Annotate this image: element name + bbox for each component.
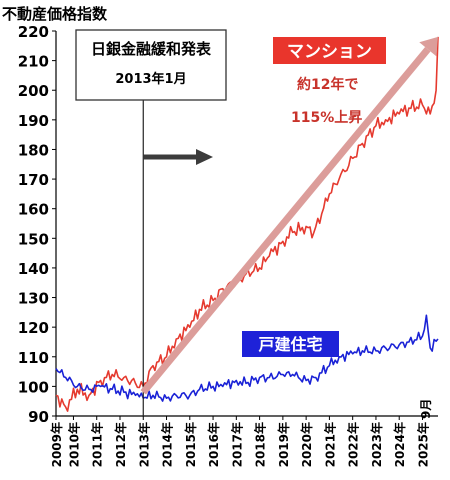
x-tick-label: 2015年	[183, 422, 198, 467]
x-tick-label: 2020年	[299, 422, 314, 467]
y-tick-label: 120	[18, 319, 49, 337]
y-tick-label: 100	[18, 378, 49, 396]
increase-text-line1: 約12年で	[297, 76, 358, 93]
y-tick-label: 140	[18, 260, 49, 278]
y-axis-title: 不動産価格指数	[2, 5, 108, 23]
series-line-house	[55, 314, 439, 402]
trend-arrow-shaft	[140, 47, 431, 395]
x-tick-label: 2010年	[66, 422, 81, 467]
y-tick-label: 200	[18, 82, 49, 100]
x-tick-label: 2019年	[276, 422, 291, 467]
x-tick-label: 2021年	[322, 422, 337, 467]
house-tag-bg	[242, 331, 339, 357]
x-tick-label: 2023年	[369, 422, 384, 467]
event-title: 日銀金融緩和発表	[91, 40, 212, 58]
x-tick-label: 2011年	[90, 422, 105, 467]
x-tick-label: 2018年	[253, 422, 268, 467]
y-tick-label: 180	[18, 141, 49, 159]
y-tick-label: 90	[28, 408, 49, 426]
mansion-tag: マンション	[287, 42, 372, 62]
x-tick-label: 2017年	[229, 422, 244, 467]
increase-text-line2: 115%上昇	[291, 110, 362, 126]
x-tick-label: 2009年	[49, 422, 64, 467]
x-tick-label: 2012年	[113, 422, 128, 467]
x-tick-label: 2013年	[136, 422, 151, 467]
x-tick-label: 2022年	[346, 422, 361, 467]
y-tick-label: 170	[18, 171, 49, 189]
y-tick-labels: 90 100 110 120 130 140 150 160 170 180 190 200 210 22…	[18, 23, 49, 426]
x-tick-label: 2025年	[415, 422, 430, 467]
trend-arrow-head	[419, 36, 438, 57]
axes	[52, 30, 438, 420]
y-tick-label: 160	[18, 201, 49, 219]
x-tick-labels: 2009年 2010年 2011年 2012年 2013年 2014年 2015年 2016年…	[49, 422, 430, 467]
y-tick-label: 220	[18, 23, 49, 41]
event-arrow-head	[196, 149, 213, 165]
x-tick-label: 2014年	[160, 422, 175, 467]
y-tick-label: 150	[18, 230, 49, 248]
event-date: 2013年1月	[115, 71, 186, 87]
event-box	[75, 29, 227, 101]
y-tick-label: 210	[18, 53, 49, 71]
y-tick-label: 130	[18, 290, 49, 308]
end-month-label: 9月	[419, 399, 433, 419]
house-tag: 戸建住宅	[258, 335, 322, 354]
y-tick-label: 190	[18, 112, 49, 130]
y-tick-label: 110	[18, 349, 49, 367]
x-tick-label: 2016年	[206, 422, 221, 467]
mansion-tag-bg	[273, 37, 386, 64]
x-tick-label: 2024年	[392, 422, 407, 467]
